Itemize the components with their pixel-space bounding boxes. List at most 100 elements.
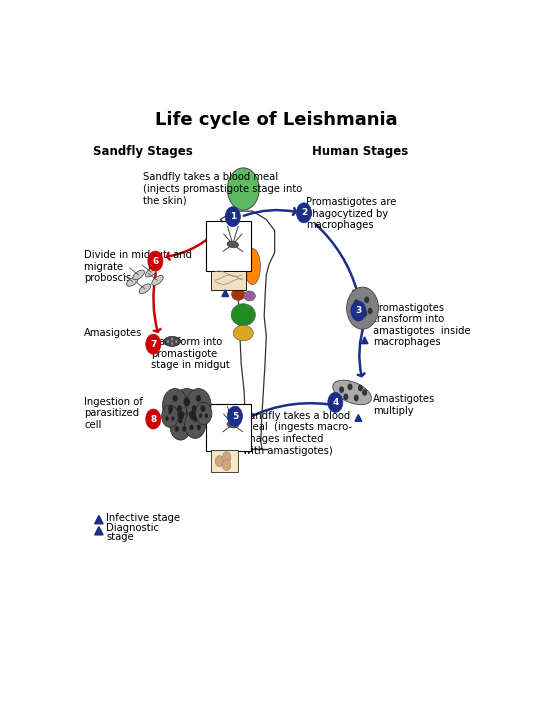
Polygon shape bbox=[355, 415, 362, 421]
Circle shape bbox=[171, 338, 173, 341]
Circle shape bbox=[186, 389, 211, 422]
Text: 8: 8 bbox=[150, 415, 157, 423]
Text: Divide in midgut  and
migrate        to
proboscis: Divide in midgut and migrate to probosci… bbox=[84, 250, 192, 283]
Circle shape bbox=[178, 418, 183, 423]
Circle shape bbox=[347, 287, 379, 329]
Circle shape bbox=[200, 405, 205, 412]
Text: Infective stage: Infective stage bbox=[106, 513, 180, 523]
Text: transform into
promastigote
stage in midgut: transform into promastigote stage in mid… bbox=[151, 337, 230, 370]
Polygon shape bbox=[94, 526, 103, 535]
Circle shape bbox=[362, 310, 367, 317]
Ellipse shape bbox=[245, 248, 260, 284]
Circle shape bbox=[296, 203, 312, 222]
Circle shape bbox=[356, 315, 361, 321]
Text: Sandfly takes a blood meal
(injects promastigote stage into
the skin): Sandfly takes a blood meal (injects prom… bbox=[143, 172, 302, 205]
Ellipse shape bbox=[133, 270, 144, 279]
Circle shape bbox=[168, 410, 172, 414]
Circle shape bbox=[225, 207, 240, 227]
Text: stage: stage bbox=[106, 531, 134, 541]
Circle shape bbox=[168, 405, 173, 412]
Circle shape bbox=[215, 456, 224, 467]
Circle shape bbox=[227, 168, 259, 210]
Circle shape bbox=[185, 410, 206, 438]
Circle shape bbox=[171, 416, 174, 420]
Circle shape bbox=[173, 395, 178, 402]
Ellipse shape bbox=[240, 270, 247, 282]
Ellipse shape bbox=[145, 267, 157, 277]
Circle shape bbox=[170, 413, 191, 440]
Text: 2: 2 bbox=[301, 208, 307, 217]
Text: Promastigotes are
phagocytized by
macrophages: Promastigotes are phagocytized by macrop… bbox=[306, 197, 396, 230]
Text: 3: 3 bbox=[355, 307, 361, 315]
Ellipse shape bbox=[227, 241, 239, 248]
Text: Ingestion of
parasitized
cell: Ingestion of parasitized cell bbox=[84, 397, 143, 430]
Text: 6: 6 bbox=[152, 256, 159, 266]
Circle shape bbox=[347, 384, 353, 390]
Ellipse shape bbox=[227, 421, 239, 428]
Circle shape bbox=[354, 395, 359, 401]
Text: 7: 7 bbox=[150, 340, 157, 348]
Text: Human Stages: Human Stages bbox=[312, 145, 409, 158]
Text: 1: 1 bbox=[230, 212, 236, 221]
Circle shape bbox=[192, 405, 197, 412]
Circle shape bbox=[205, 413, 208, 418]
Circle shape bbox=[351, 301, 366, 321]
Ellipse shape bbox=[232, 288, 245, 300]
FancyBboxPatch shape bbox=[206, 220, 251, 271]
Circle shape bbox=[165, 416, 169, 420]
Text: 4: 4 bbox=[332, 398, 339, 407]
Circle shape bbox=[222, 459, 231, 471]
Circle shape bbox=[178, 410, 184, 420]
Circle shape bbox=[368, 307, 373, 314]
FancyBboxPatch shape bbox=[211, 450, 238, 472]
Circle shape bbox=[362, 389, 367, 396]
Circle shape bbox=[146, 334, 161, 354]
Text: Life cycle of Leishmania: Life cycle of Leishmania bbox=[156, 112, 398, 130]
Ellipse shape bbox=[231, 304, 255, 326]
Circle shape bbox=[196, 395, 201, 402]
Circle shape bbox=[190, 410, 196, 420]
Circle shape bbox=[222, 451, 231, 463]
Circle shape bbox=[177, 405, 182, 412]
Circle shape bbox=[148, 251, 163, 271]
Circle shape bbox=[343, 394, 348, 400]
Text: 5: 5 bbox=[232, 412, 238, 420]
Circle shape bbox=[199, 413, 202, 418]
Circle shape bbox=[227, 406, 242, 426]
Circle shape bbox=[167, 340, 169, 343]
Circle shape bbox=[195, 402, 212, 425]
Text: Diagnostic: Diagnostic bbox=[106, 523, 159, 534]
Circle shape bbox=[163, 389, 187, 422]
Polygon shape bbox=[94, 516, 103, 524]
Circle shape bbox=[358, 384, 363, 391]
Circle shape bbox=[175, 340, 178, 343]
Circle shape bbox=[190, 425, 193, 430]
Circle shape bbox=[182, 426, 186, 432]
Circle shape bbox=[202, 407, 205, 411]
Ellipse shape bbox=[152, 276, 163, 285]
Ellipse shape bbox=[139, 284, 151, 294]
FancyBboxPatch shape bbox=[211, 271, 246, 290]
Text: Amasigotes: Amasigotes bbox=[84, 328, 143, 338]
Ellipse shape bbox=[226, 248, 242, 284]
Ellipse shape bbox=[233, 325, 253, 341]
Circle shape bbox=[184, 397, 190, 406]
Text: Promastigotes
transform into
amastigotes  inside
macrophages: Promastigotes transform into amastigotes… bbox=[373, 302, 471, 348]
Circle shape bbox=[161, 405, 178, 428]
Text: Sandfly takes a blood
meal  (ingests macro-
phages infected
with amastigotes): Sandfly takes a blood meal (ingests macr… bbox=[243, 410, 352, 456]
Text: Sandfly Stages: Sandfly Stages bbox=[93, 145, 193, 158]
Circle shape bbox=[171, 342, 173, 346]
Ellipse shape bbox=[333, 380, 372, 405]
Circle shape bbox=[352, 307, 357, 314]
FancyBboxPatch shape bbox=[206, 403, 251, 451]
Ellipse shape bbox=[164, 336, 180, 346]
Text: Amastigotes
multiply: Amastigotes multiply bbox=[373, 394, 435, 415]
Circle shape bbox=[364, 297, 369, 303]
Ellipse shape bbox=[126, 276, 138, 287]
Circle shape bbox=[170, 389, 204, 433]
Circle shape bbox=[354, 300, 359, 306]
Circle shape bbox=[146, 409, 161, 429]
Circle shape bbox=[339, 387, 344, 393]
Circle shape bbox=[197, 425, 201, 430]
Circle shape bbox=[193, 416, 197, 422]
